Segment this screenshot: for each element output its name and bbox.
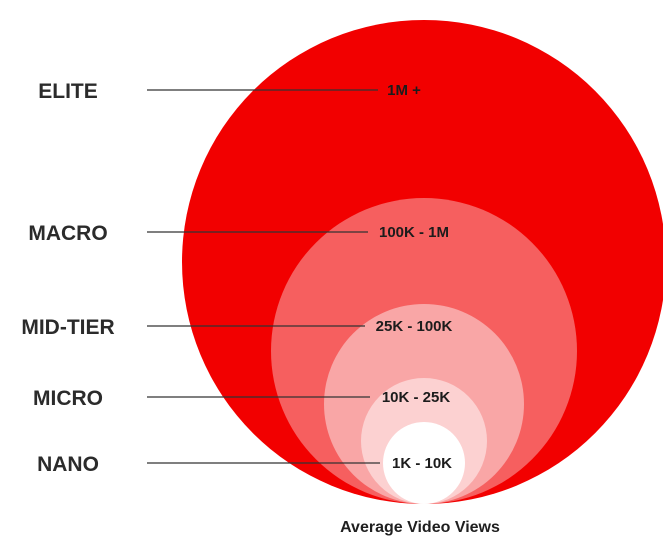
tier-range-labels: 1M + 100K - 1M 25K - 100K 10K - 25K 1K -…	[376, 82, 453, 472]
circle-nano	[383, 422, 465, 504]
tier-range-micro: 10K - 25K	[382, 389, 451, 406]
tier-range-mid-tier: 25K - 100K	[376, 318, 453, 335]
tier-range-elite: 1M +	[387, 82, 421, 99]
tier-name-mid-tier: MID-TIER	[21, 316, 114, 339]
tier-name-elite: ELITE	[38, 80, 98, 103]
tier-circles	[182, 20, 663, 504]
leader-lines	[147, 89, 380, 464]
tier-name-labels: ELITE MACRO MID-TIER MICRO NANO	[21, 80, 114, 476]
tier-name-micro: MICRO	[33, 387, 103, 410]
tier-range-nano: 1K - 10K	[392, 455, 452, 472]
tier-name-macro: MACRO	[28, 222, 107, 245]
tier-name-nano: NANO	[37, 453, 99, 476]
diagram-caption: Average Video Views	[340, 519, 500, 536]
tier-range-macro: 100K - 1M	[379, 224, 449, 241]
